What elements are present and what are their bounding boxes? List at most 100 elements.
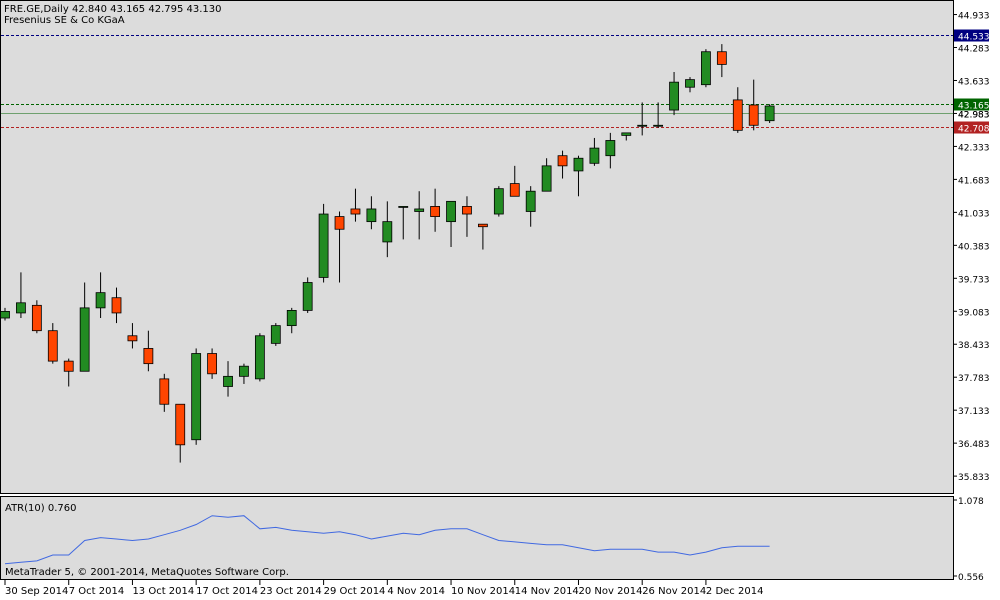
price-tick-label: 36.483 [958, 440, 990, 450]
candle [701, 49, 711, 88]
candle-body [350, 208, 361, 215]
candle-body [334, 216, 345, 230]
candle [653, 102, 664, 128]
candle [414, 191, 425, 240]
candle [446, 200, 456, 247]
candle [669, 72, 679, 116]
candle-body [0, 311, 10, 319]
atr-tick-label: 1.078 [958, 497, 984, 507]
candle [589, 137, 600, 166]
candle-body [748, 104, 759, 126]
candle-body [621, 132, 632, 136]
candle [748, 79, 759, 131]
price-tick-label: 42.333 [958, 143, 990, 153]
candle [509, 165, 520, 197]
candle-body [493, 188, 504, 215]
time-tick-label: 17 Oct 2014 [196, 586, 258, 597]
candle [127, 323, 138, 349]
candle-body [366, 208, 377, 223]
atr-panel [0, 496, 954, 580]
candle-body [557, 155, 568, 167]
time-tick-label: 26 Nov 2014 [642, 586, 706, 597]
time-tick-label: 10 Nov 2014 [451, 586, 515, 597]
candle-body [127, 335, 138, 342]
candle [398, 206, 409, 240]
candle [254, 333, 265, 382]
candle [764, 104, 775, 123]
price-tick-label: 41.683 [958, 176, 990, 186]
time-tick-label: 7 Oct 2014 [69, 586, 124, 597]
candle [270, 323, 281, 346]
candle-body [223, 375, 233, 387]
candle-body [239, 365, 249, 377]
candle [318, 203, 329, 283]
candle [382, 201, 393, 258]
candle [334, 211, 345, 283]
candlestick-series [0, 44, 775, 463]
candle [95, 272, 106, 319]
candle [16, 272, 26, 319]
candle [573, 155, 584, 197]
time-tick-label: 29 Oct 2014 [324, 586, 386, 597]
time-tick-label: 23 Oct 2014 [260, 586, 322, 597]
candle-body [446, 200, 456, 223]
price-tick-label: 43.633 [958, 77, 990, 87]
price-tick-label: 38.433 [958, 341, 990, 351]
candle [143, 330, 154, 372]
candle-body [573, 157, 584, 172]
candle-body [653, 124, 664, 127]
candle-body [732, 99, 743, 131]
price-tick-label: 35.833 [958, 473, 990, 483]
candle-body [47, 330, 58, 362]
price-tick-label: 37.133 [958, 407, 990, 417]
candle-body [430, 206, 441, 217]
candle-body [701, 51, 711, 86]
candle-body [525, 190, 536, 212]
candle [541, 158, 552, 192]
candle [286, 307, 297, 334]
time-tick-label: 30 Sep 2014 [5, 586, 68, 597]
candle-body [398, 206, 409, 208]
price-tick-label: 40.383 [958, 242, 990, 252]
candle [175, 403, 186, 463]
candle-body [63, 360, 74, 372]
candle [366, 196, 377, 230]
candle [430, 188, 441, 232]
candle-body [31, 304, 42, 332]
candle-body [191, 353, 202, 441]
price-tick-label: 42.983 [958, 110, 990, 120]
candle-body [175, 403, 186, 446]
candle-body [637, 124, 648, 127]
candle [31, 300, 42, 334]
candle-body [764, 105, 775, 122]
time-tick-label: 13 Oct 2014 [132, 586, 194, 597]
price-tick-label: 37.783 [958, 374, 990, 384]
candle [462, 196, 472, 237]
candle-body [382, 221, 393, 243]
symbol-label: FRE.GE,Daily [4, 4, 69, 15]
price-tick-label: 44.283 [958, 45, 990, 55]
price-flag [954, 121, 989, 134]
candle-body [716, 51, 727, 65]
candle [191, 348, 202, 445]
atr-axis: 1.078 0.556 [953, 497, 984, 583]
candle [63, 358, 74, 387]
price-tick-label: 44.933 [958, 12, 990, 22]
price-flag [954, 98, 989, 111]
candle [637, 102, 648, 136]
company-label: Fresenius SE & Co KGaA [4, 15, 125, 26]
candle [605, 132, 616, 169]
ohlc-label: 42.840 43.165 42.795 43.130 [72, 4, 222, 15]
candle [525, 186, 536, 227]
atr-tick-label: 0.556 [958, 573, 984, 583]
candle [302, 277, 313, 313]
candle [223, 361, 233, 397]
candle [557, 150, 568, 179]
candle-body [302, 282, 313, 311]
price-flag [954, 29, 989, 42]
copyright-text: MetaTrader 5, © 2001-2014, MetaQuotes So… [5, 567, 289, 578]
candle-body [541, 165, 552, 192]
price-tick-label: 39.083 [958, 308, 990, 318]
candle-body [270, 325, 281, 344]
